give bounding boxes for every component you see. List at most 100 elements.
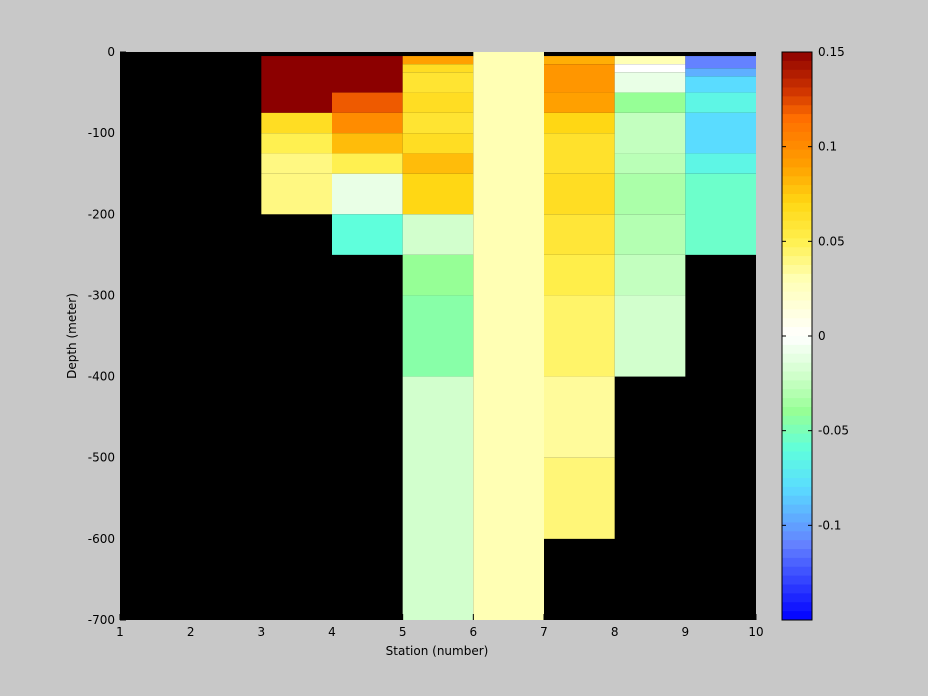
y-tick-label: -600 xyxy=(88,532,115,546)
colorbar-swatch xyxy=(782,131,812,142)
heatmap-cell-3-1 xyxy=(332,56,403,93)
y-tick-label: -300 xyxy=(88,288,115,302)
colorbar-swatch xyxy=(782,167,812,177)
heatmap-cell-7-8 xyxy=(614,214,686,255)
colorbar-swatch xyxy=(782,424,812,435)
colorbar-swatch xyxy=(782,566,812,577)
colorbar-swatch xyxy=(782,176,812,186)
heatmap-cell-4-0 xyxy=(402,52,474,57)
y-tick-label: -500 xyxy=(88,451,115,465)
colorbar-tick-label: -0.05 xyxy=(818,424,849,438)
x-tick-label: 3 xyxy=(258,625,266,639)
y-tick-label: 0 xyxy=(107,45,115,59)
colorbar-swatch xyxy=(782,460,812,470)
heatmap-cell-2-1 xyxy=(261,56,332,113)
colorbar-swatch xyxy=(782,238,812,248)
y-tick-label: -200 xyxy=(88,207,115,221)
heatmap-cell-3-7 xyxy=(332,214,403,255)
colorbar-swatch xyxy=(782,69,812,80)
colorbar-swatch xyxy=(782,220,812,230)
colorbar-tick-label: -0.1 xyxy=(818,518,841,532)
colorbar-swatch xyxy=(782,256,812,266)
colorbar-tick-label: 0.15 xyxy=(818,45,845,59)
colorbar-swatch xyxy=(782,291,812,301)
heatmap-cell-3-3 xyxy=(332,112,403,134)
colorbar-swatch xyxy=(782,247,812,257)
colorbar-swatch xyxy=(782,273,812,284)
colorbar-swatch xyxy=(782,433,812,443)
colorbar-swatch xyxy=(782,105,812,115)
colorbar-tick-label: 0.05 xyxy=(818,234,845,248)
colorbar-swatch xyxy=(782,229,812,239)
heatmap-cell-4-4 xyxy=(402,92,474,113)
colorbar-swatch xyxy=(782,504,812,514)
colorbar-swatch xyxy=(782,513,812,523)
colorbar-swatch xyxy=(782,380,812,390)
heatmap-cell-6-0 xyxy=(544,52,615,57)
colorbar-swatch xyxy=(782,371,812,381)
heatmap-cell-5-0 xyxy=(473,52,544,620)
colorbar-swatch xyxy=(782,344,812,355)
heatmap-cell-6-6 xyxy=(544,173,615,215)
heatmap-cell-8-1 xyxy=(685,56,756,69)
heatmap-cell-8-6 xyxy=(685,153,756,174)
x-axis-label: Station (number) xyxy=(386,644,489,658)
heatmap-cell-4-3 xyxy=(402,72,474,93)
heatmap-cell-6-5 xyxy=(544,133,615,174)
heatmap-cell-7-1 xyxy=(614,56,686,65)
colorbar-swatch xyxy=(782,87,812,97)
heatmap-cell-7-3 xyxy=(614,72,686,93)
heatmap-cell-6-2 xyxy=(544,64,615,93)
heatmap-cell-4-6 xyxy=(402,133,474,154)
colorbar-tick-label: 0 xyxy=(818,329,826,343)
colorbar-swatch xyxy=(782,309,812,319)
y-axis-label: Depth (meter) xyxy=(65,293,79,379)
colorbar-swatch xyxy=(782,282,812,293)
x-tick-label: 1 xyxy=(116,625,124,639)
colorbar-swatch xyxy=(782,336,812,346)
heatmap-cell-6-11 xyxy=(544,457,615,539)
heatmap-cell-4-9 xyxy=(402,214,474,255)
colorbar-swatch xyxy=(782,531,812,541)
colorbar-swatch xyxy=(782,486,812,497)
heatmap-cell-6-8 xyxy=(544,254,615,296)
heatmap-cell-3-5 xyxy=(332,153,403,174)
heatmap-cell-3-6 xyxy=(332,173,403,215)
x-tick-label: 10 xyxy=(748,625,763,639)
colorbar-swatch xyxy=(782,158,812,168)
colorbar-swatch xyxy=(782,575,812,585)
heatmap-cell-7-4 xyxy=(614,92,686,113)
heatmap-cell-4-1 xyxy=(402,56,474,65)
x-tick-label: 8 xyxy=(611,625,619,639)
colorbar-swatch xyxy=(782,389,812,399)
heatmap-cell-4-8 xyxy=(402,173,474,215)
heatmap-cell-6-10 xyxy=(544,376,615,458)
heatmap-cell-3-0 xyxy=(332,52,403,57)
colorbar-swatch xyxy=(782,522,812,532)
heatmap-cell-8-0 xyxy=(685,52,756,57)
y-tick-label: -400 xyxy=(88,370,115,384)
colorbar-swatch xyxy=(782,442,812,452)
heatmap-cell-4-12 xyxy=(402,376,474,620)
colorbar-swatch xyxy=(782,96,812,106)
colorbar-swatch xyxy=(782,557,812,568)
colorbar-swatch xyxy=(782,202,812,213)
x-tick-label: 6 xyxy=(470,625,478,639)
colorbar-swatch xyxy=(782,123,812,133)
heatmap-cell-3-2 xyxy=(332,92,403,113)
colorbar-swatch xyxy=(782,149,812,159)
colorbar-swatch xyxy=(782,300,812,310)
heatmap-cell-7-0 xyxy=(614,52,686,57)
heatmap-cell-8-5 xyxy=(685,112,756,154)
y-tick-label: -700 xyxy=(88,613,115,627)
heatmap-cell-2-0 xyxy=(261,52,332,57)
colorbar-swatch xyxy=(782,602,812,612)
colorbar-swatch xyxy=(782,469,812,479)
heatmap-cell-2-3 xyxy=(261,133,332,154)
colorbar-swatch xyxy=(782,549,812,559)
colorbar-swatch xyxy=(782,415,812,426)
colorbar-swatch xyxy=(782,478,812,488)
colorbar-swatch xyxy=(782,495,812,506)
x-tick-label: 2 xyxy=(187,625,195,639)
